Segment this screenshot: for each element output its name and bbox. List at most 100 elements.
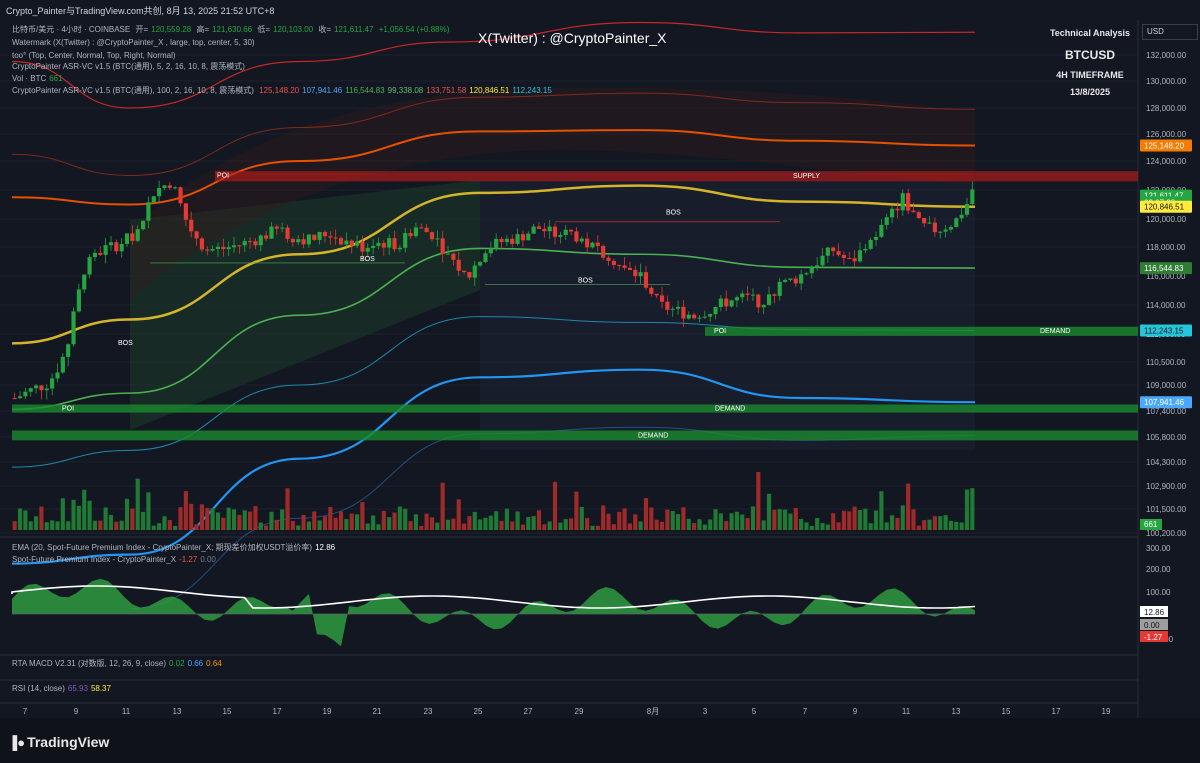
asr-value: 116,544.83 — [345, 86, 385, 95]
candle-body — [708, 314, 713, 317]
candle-body — [654, 293, 659, 296]
volume-bar — [296, 525, 301, 530]
y-tick-label: 102,900.00 — [1146, 482, 1187, 491]
volume-bar — [456, 499, 461, 530]
y-tick-label: 104,300.00 — [1146, 458, 1187, 467]
volume-bar — [494, 511, 499, 530]
ohlc-change: +1,056.54 (+0.88%) — [378, 25, 450, 34]
volume-bar — [520, 524, 525, 530]
macd-v3: 0.64 — [206, 659, 222, 668]
macd-label: RTA MACD V2.31 (对数版, 12, 26, 9, close) — [12, 659, 166, 668]
legend-volume[interactable]: Vol · BTC 661 — [12, 74, 66, 84]
macd-legend[interactable]: RTA MACD V2.31 (对数版, 12, 26, 9, close) 0.… — [12, 659, 225, 669]
volume-bar — [371, 515, 376, 530]
candle-body — [135, 229, 140, 241]
y-tick-label: 116,000.00 — [1146, 272, 1186, 281]
volume-bar — [890, 515, 895, 530]
candle-body — [718, 298, 723, 308]
volume-bar — [595, 525, 600, 530]
asr-value: 125,148.20 — [259, 86, 300, 95]
rsi-label: RSI (14, close) — [12, 684, 65, 693]
tradingview-icon: ▐● — [8, 735, 26, 750]
x-tick-label: 11 — [122, 707, 131, 716]
legend-watermark[interactable]: Watermark (X(Twitter) : @CryptoPainter_X… — [12, 38, 255, 47]
candle-body — [916, 212, 921, 218]
candle-body — [87, 257, 92, 275]
volume-bar — [141, 511, 146, 530]
candle-body — [579, 238, 584, 242]
volume-bar — [927, 519, 932, 530]
candle-body — [542, 228, 547, 232]
candle-body — [638, 272, 643, 277]
candle-body — [23, 391, 28, 397]
candle-body — [130, 233, 135, 241]
volume-bar — [638, 521, 643, 530]
volume-bar — [943, 515, 948, 530]
info-line1: Technical Analysis — [1049, 28, 1131, 38]
candle-body — [98, 252, 103, 255]
candle-body — [344, 240, 349, 245]
legend-asr-short[interactable]: CryptoPainter ASR-VC v1.5 (BTC(通用), 5, 2… — [12, 62, 245, 71]
volume-bar — [681, 507, 686, 530]
volume-bar — [60, 498, 65, 530]
candle-body — [82, 274, 87, 290]
candle-body — [740, 293, 745, 298]
candle-body — [756, 294, 761, 308]
candle-body — [264, 235, 269, 239]
volume-bar — [569, 518, 574, 530]
volume-bar — [692, 523, 697, 530]
volume-bar — [306, 521, 311, 530]
rsi-legend[interactable]: RSI (14, close) 65.93 58.37 — [12, 684, 114, 694]
demand-zone-108k — [12, 404, 1138, 413]
volume-bar — [167, 520, 172, 530]
volume-bar — [157, 523, 162, 530]
candle-body — [948, 227, 953, 230]
ema-legend[interactable]: EMA (20, Spot-Future Premium Index - Cry… — [12, 543, 338, 553]
candle-body — [863, 248, 868, 251]
symbol-legend: 比特币/美元 · 4小时 · COINBASE 开= 120,559.28 高= 1… — [12, 25, 452, 35]
spfi-legend[interactable]: Spot-Future Premium Index - CryptoPainte… — [12, 555, 219, 565]
candle-body — [665, 301, 670, 310]
volume-bar — [108, 514, 114, 530]
candle-body — [734, 297, 739, 301]
candle-body — [146, 202, 151, 221]
candle-body — [825, 247, 830, 256]
ohlc-open-label: 开= — [135, 25, 149, 34]
band-orange — [11, 129, 976, 206]
candle-body — [462, 270, 467, 273]
volume-bar — [740, 514, 745, 530]
y-tick-label: 128,000.00 — [1146, 104, 1187, 113]
volume-bar — [841, 510, 846, 530]
candle-body — [376, 242, 381, 246]
volume-bar — [429, 517, 435, 530]
price-badge-text: 121,611.47 — [1144, 192, 1184, 201]
candle-body — [772, 294, 777, 296]
candle-body — [355, 241, 360, 246]
osc-tick-label: 200.00 — [1146, 565, 1171, 574]
volume-bar — [809, 525, 814, 530]
spfi-label: Spot-Future Premium Index - CryptoPainte… — [12, 555, 177, 564]
volume-bar — [360, 502, 365, 530]
candle-body — [766, 294, 772, 305]
volume-bar — [55, 521, 60, 530]
volume-bar — [237, 514, 242, 530]
currency-button[interactable]: USD — [1142, 24, 1198, 40]
volume-bar — [906, 483, 911, 530]
watermark: X(Twitter) : @CryptoPainter_X — [478, 30, 667, 46]
osc-badge — [1140, 619, 1168, 630]
legend-too[interactable]: too° (Top, Center, Normal, Top, Right, N… — [12, 51, 176, 60]
volume-bar — [242, 510, 247, 530]
candle-body — [44, 388, 49, 391]
candle-body — [157, 187, 162, 197]
asr-value: 99,338.08 — [387, 86, 424, 95]
volume-badge-text: 661 — [1144, 520, 1158, 529]
candle-body — [71, 311, 76, 345]
x-tick-label: 9 — [74, 707, 79, 716]
band-blue-lower — [11, 368, 976, 565]
volume-bar — [558, 522, 563, 530]
candle-body — [445, 253, 451, 255]
legend-asr-long[interactable]: CryptoPainter ASR-VC v1.5 (BTC(通用), 100,… — [12, 86, 558, 96]
candle-body — [328, 236, 333, 238]
